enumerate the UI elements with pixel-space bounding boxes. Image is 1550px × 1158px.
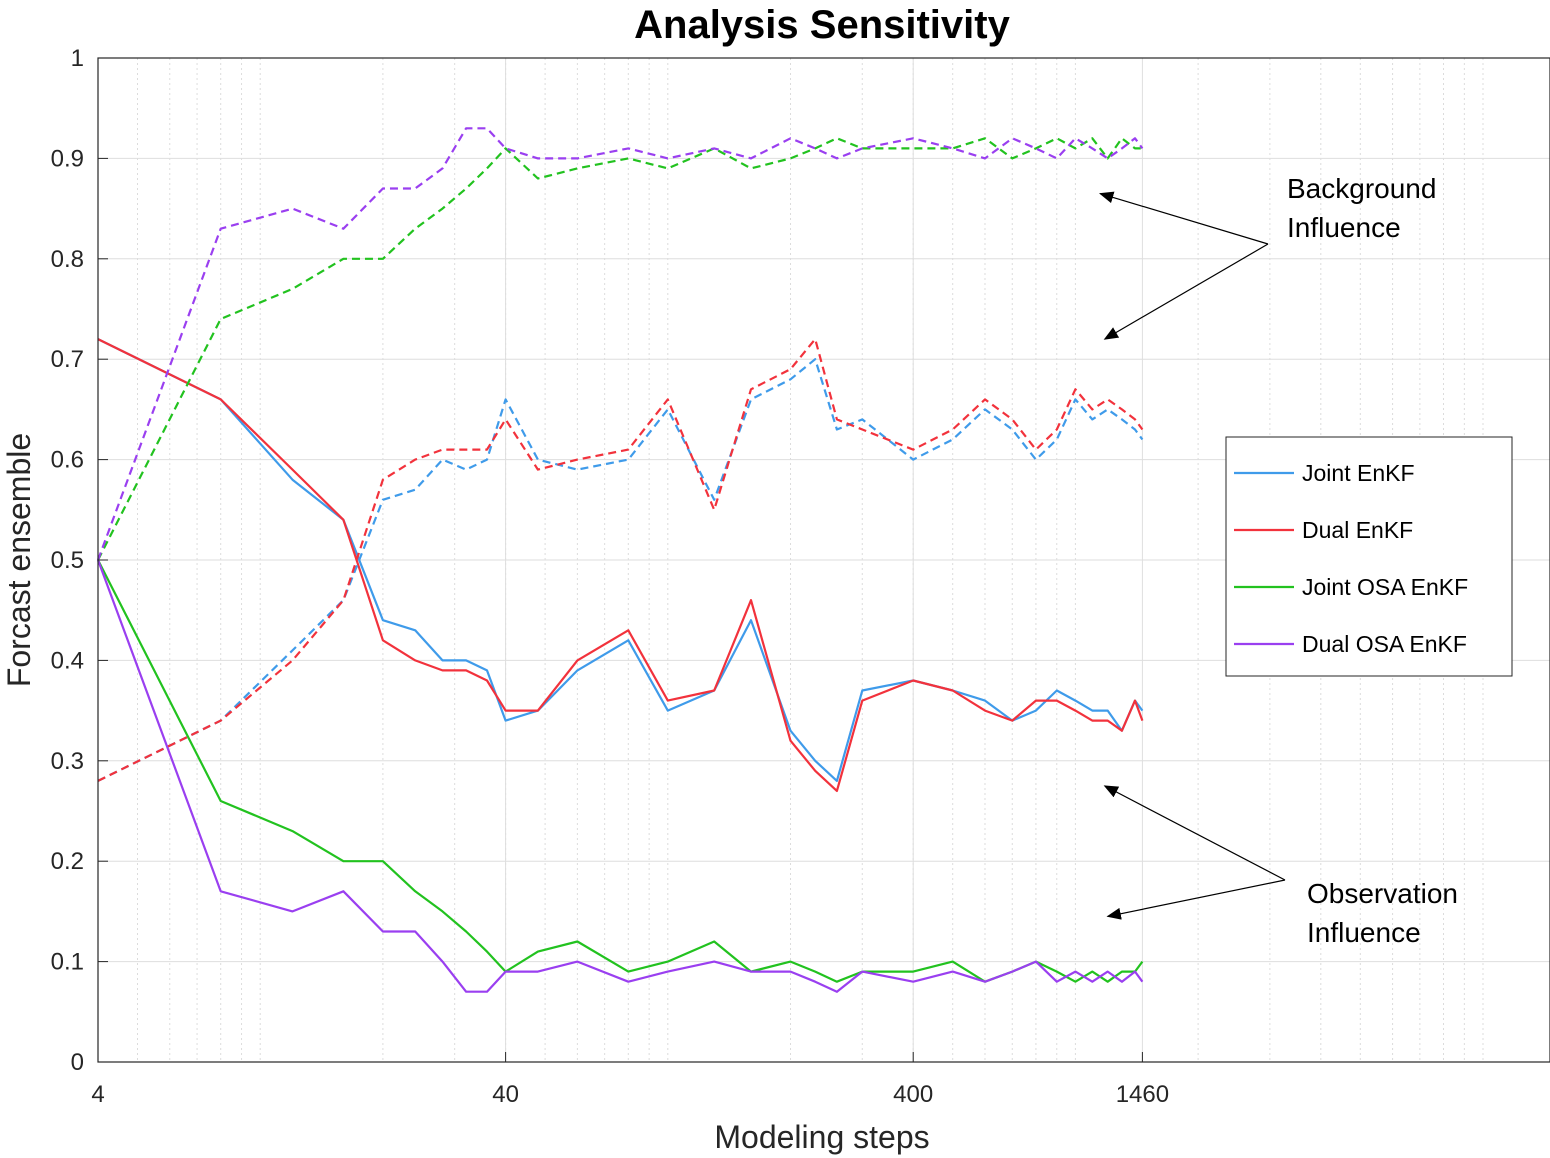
annotation-arrow [1103, 243, 1269, 340]
c3f9bea-dashed-line [97, 358, 1144, 782]
cf2323c-dashed-line [97, 338, 1144, 782]
joint-osa-enkf-line [97, 559, 1144, 983]
legend-box [1225, 436, 1513, 677]
annotation-text: Influence [1307, 917, 1421, 948]
y-tick-label: 0.5 [51, 547, 84, 574]
annotation-arrow [1103, 785, 1286, 881]
x-axis-title: Modeling steps [714, 1119, 929, 1155]
y-tick-label: 0.2 [51, 848, 84, 875]
dual-enkf-line [97, 338, 1144, 793]
axis-ticks: 0 0.1 0.2 0.3 0.4 0.5 0.6 0.7 0.8 0.9 1 4 40 400 1460 [51, 45, 1169, 1108]
joint-enkf-line [97, 338, 1144, 783]
annotation-text: Background [1287, 173, 1436, 204]
series-lines [96, 127, 1144, 993]
legend-entry-label: Joint OSA EnKF [1302, 574, 1468, 600]
x-tick-label: 1460 [1116, 1081, 1169, 1108]
y-tick-label: 0.3 [51, 748, 84, 775]
y-tick-label: 0 [71, 1049, 84, 1076]
y-tick-label: 0.1 [51, 949, 84, 976]
dual-osa-enkf-line [96, 559, 1144, 993]
x-tick-label: 4 [91, 1081, 104, 1108]
x-tick-label: 400 [893, 1081, 933, 1108]
legend: Joint EnKF Dual EnKF Joint OSA EnKF Dual OS… [1225, 436, 1513, 677]
legend-entry-label: Dual EnKF [1302, 517, 1413, 543]
annotation-text: Influence [1287, 212, 1401, 243]
y-tick-label: 0.6 [51, 447, 84, 474]
y-tick-label: 1 [71, 45, 84, 72]
annotation-arrow [1106, 879, 1286, 920]
y-axis-title: Forcast ensemble [1, 433, 37, 687]
y-tick-label: 0.4 [51, 647, 84, 674]
x-tick-label: 40 [492, 1081, 519, 1108]
legend-entry-label: Joint EnKF [1302, 460, 1415, 486]
annotations: Background Influence Observation Influence [1098, 173, 1458, 948]
c22c21f-dashed-line [97, 137, 1143, 561]
y-tick-label: 0.8 [51, 246, 84, 273]
annotation-arrow [1098, 191, 1269, 245]
y-tick-label: 0.7 [51, 346, 84, 373]
y-tick-label: 0.9 [51, 145, 84, 172]
annotation-text: Observation [1307, 878, 1458, 909]
chart-title: Analysis Sensitivity [634, 3, 1010, 47]
c9a3ff0-dashed-line [96, 127, 1144, 561]
legend-entry-label: Dual OSA EnKF [1302, 631, 1467, 657]
